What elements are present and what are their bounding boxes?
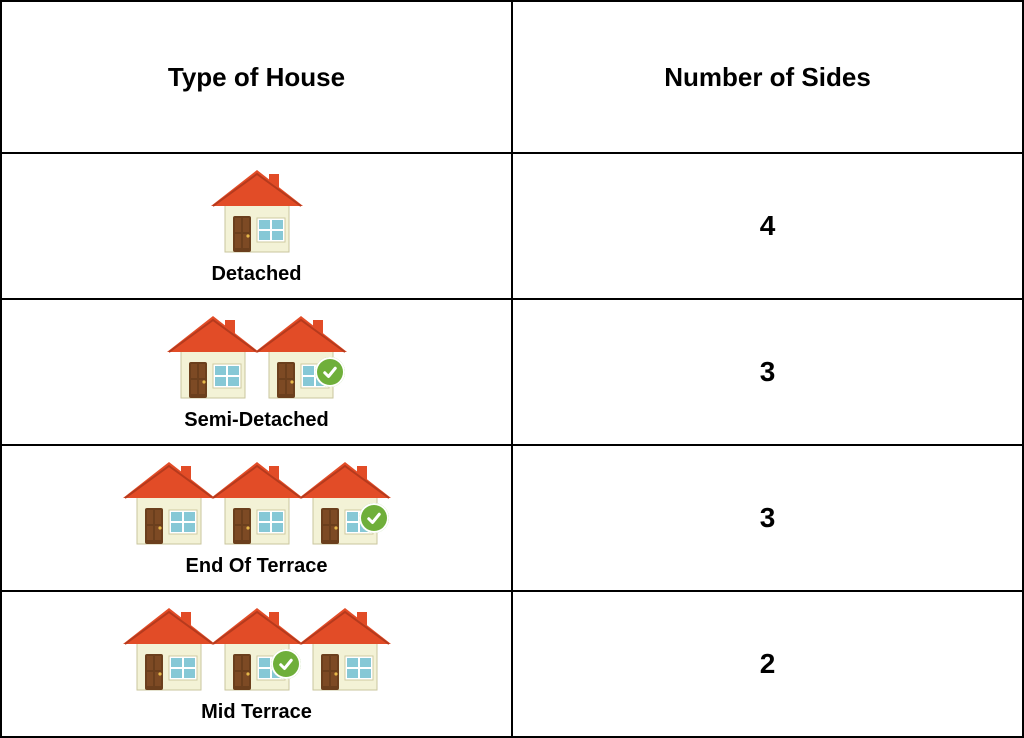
- house-wrapper: [207, 166, 307, 261]
- house-icon: [295, 458, 395, 548]
- house-wrapper: [163, 312, 263, 407]
- house-icon: [119, 458, 219, 548]
- table-row: Detached 4: [1, 153, 1023, 299]
- house-wrapper: [119, 604, 219, 699]
- house-icon: [207, 458, 307, 548]
- house-types-table: Type of House Number of Sides Detached 4: [0, 0, 1024, 738]
- house-wrapper: [251, 312, 351, 407]
- house-icon: [295, 604, 395, 694]
- table-header-row: Type of House Number of Sides: [1, 1, 1023, 153]
- table-row: End Of Terrace 3: [1, 445, 1023, 591]
- table-row: Semi-Detached 3: [1, 299, 1023, 445]
- house-wrapper: [207, 458, 307, 553]
- number-of-sides-cell: 2: [512, 591, 1023, 737]
- house-type-cell: Mid Terrace: [1, 591, 512, 737]
- house-type-label: Detached: [211, 263, 301, 286]
- houses-group: [119, 604, 395, 699]
- house-icon: [119, 604, 219, 694]
- house-type-label: End Of Terrace: [186, 555, 328, 578]
- page: Type of House Number of Sides Detached 4: [0, 0, 1024, 726]
- houses-group: [163, 312, 351, 407]
- check-icon: [315, 357, 345, 387]
- table-row: Mid Terrace 2: [1, 591, 1023, 737]
- house-type-cell: Semi-Detached: [1, 299, 512, 445]
- house-wrapper: [119, 458, 219, 553]
- house-type-cell: End Of Terrace: [1, 445, 512, 591]
- house-type-label: Mid Terrace: [201, 701, 312, 724]
- number-of-sides-cell: 3: [512, 299, 1023, 445]
- house-type-label: Semi-Detached: [184, 409, 329, 432]
- table-body: Detached 4: [1, 153, 1023, 737]
- number-of-sides-cell: 3: [512, 445, 1023, 591]
- house-wrapper: [295, 458, 395, 553]
- house-icon: [163, 312, 263, 402]
- houses-group: [207, 166, 307, 261]
- check-icon: [359, 503, 389, 533]
- house-type-cell-inner: End Of Terrace: [2, 458, 511, 578]
- house-wrapper: [295, 604, 395, 699]
- header-number-of-sides: Number of Sides: [512, 1, 1023, 153]
- house-type-cell-inner: Semi-Detached: [2, 312, 511, 432]
- check-icon: [271, 649, 301, 679]
- number-of-sides-cell: 4: [512, 153, 1023, 299]
- house-type-cell: Detached: [1, 153, 512, 299]
- header-type-of-house: Type of House: [1, 1, 512, 153]
- house-wrapper: [207, 604, 307, 699]
- house-icon: [207, 604, 307, 694]
- house-icon: [251, 312, 351, 402]
- house-type-cell-inner: Detached: [2, 166, 511, 286]
- house-icon: [207, 166, 307, 256]
- houses-group: [119, 458, 395, 553]
- house-type-cell-inner: Mid Terrace: [2, 604, 511, 724]
